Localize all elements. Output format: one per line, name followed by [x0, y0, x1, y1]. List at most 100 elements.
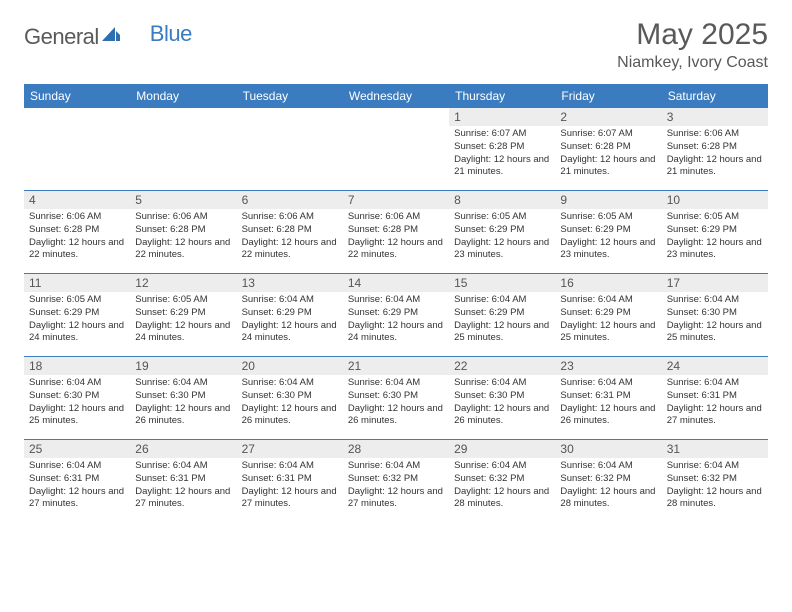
day-number: 5 [130, 191, 236, 209]
sunrise-text: Sunrise: 6:04 AM [29, 460, 125, 473]
day-info: Sunrise: 6:04 AMSunset: 6:31 PMDaylight:… [237, 458, 343, 515]
sunrise-text: Sunrise: 6:04 AM [454, 294, 550, 307]
day-info: Sunrise: 6:04 AMSunset: 6:29 PMDaylight:… [237, 292, 343, 349]
day-info: Sunrise: 6:06 AMSunset: 6:28 PMDaylight:… [343, 209, 449, 266]
day-info: Sunrise: 6:04 AMSunset: 6:31 PMDaylight:… [24, 458, 130, 515]
day-cell: 27Sunrise: 6:04 AMSunset: 6:31 PMDayligh… [237, 440, 343, 522]
day-info: Sunrise: 6:04 AMSunset: 6:30 PMDaylight:… [130, 375, 236, 432]
brand-word2: Blue [150, 21, 192, 47]
week-row: 11Sunrise: 6:05 AMSunset: 6:29 PMDayligh… [24, 273, 768, 356]
sunrise-text: Sunrise: 6:04 AM [667, 294, 763, 307]
sunset-text: Sunset: 6:32 PM [348, 473, 444, 486]
day-cell [343, 108, 449, 190]
brand-sail-icon [102, 25, 120, 46]
daylight-text: Daylight: 12 hours and 22 minutes. [242, 237, 338, 263]
daylight-text: Daylight: 12 hours and 24 minutes. [29, 320, 125, 346]
daylight-text: Daylight: 12 hours and 24 minutes. [348, 320, 444, 346]
daylight-text: Daylight: 12 hours and 28 minutes. [667, 486, 763, 512]
day-number: 28 [343, 440, 449, 458]
sunrise-text: Sunrise: 6:07 AM [560, 128, 656, 141]
sunrise-text: Sunrise: 6:06 AM [667, 128, 763, 141]
sunset-text: Sunset: 6:30 PM [667, 307, 763, 320]
sunrise-text: Sunrise: 6:04 AM [560, 460, 656, 473]
day-header-monday: Monday [130, 84, 236, 108]
day-info: Sunrise: 6:04 AMSunset: 6:29 PMDaylight:… [555, 292, 661, 349]
daylight-text: Daylight: 12 hours and 22 minutes. [29, 237, 125, 263]
day-cell: 13Sunrise: 6:04 AMSunset: 6:29 PMDayligh… [237, 274, 343, 356]
sunrise-text: Sunrise: 6:06 AM [29, 211, 125, 224]
day-cell: 31Sunrise: 6:04 AMSunset: 6:32 PMDayligh… [662, 440, 768, 522]
sunset-text: Sunset: 6:32 PM [454, 473, 550, 486]
daylight-text: Daylight: 12 hours and 26 minutes. [560, 403, 656, 429]
day-cell: 11Sunrise: 6:05 AMSunset: 6:29 PMDayligh… [24, 274, 130, 356]
sunrise-text: Sunrise: 6:04 AM [667, 377, 763, 390]
day-cell: 23Sunrise: 6:04 AMSunset: 6:31 PMDayligh… [555, 357, 661, 439]
day-number: 8 [449, 191, 555, 209]
daylight-text: Daylight: 12 hours and 27 minutes. [242, 486, 338, 512]
sunset-text: Sunset: 6:29 PM [454, 307, 550, 320]
sunset-text: Sunset: 6:28 PM [454, 141, 550, 154]
sunrise-text: Sunrise: 6:04 AM [667, 460, 763, 473]
daylight-text: Daylight: 12 hours and 27 minutes. [667, 403, 763, 429]
day-cell: 28Sunrise: 6:04 AMSunset: 6:32 PMDayligh… [343, 440, 449, 522]
day-cell: 1Sunrise: 6:07 AMSunset: 6:28 PMDaylight… [449, 108, 555, 190]
sunrise-text: Sunrise: 6:04 AM [242, 460, 338, 473]
day-number: 21 [343, 357, 449, 375]
day-info: Sunrise: 6:04 AMSunset: 6:30 PMDaylight:… [24, 375, 130, 432]
day-number: 27 [237, 440, 343, 458]
day-number: 23 [555, 357, 661, 375]
daylight-text: Daylight: 12 hours and 21 minutes. [560, 154, 656, 180]
sunrise-text: Sunrise: 6:04 AM [242, 294, 338, 307]
sunset-text: Sunset: 6:30 PM [242, 390, 338, 403]
day-header-thursday: Thursday [449, 84, 555, 108]
daylight-text: Daylight: 12 hours and 26 minutes. [242, 403, 338, 429]
sunrise-text: Sunrise: 6:06 AM [348, 211, 444, 224]
daylight-text: Daylight: 12 hours and 23 minutes. [560, 237, 656, 263]
day-number: 14 [343, 274, 449, 292]
day-cell: 4Sunrise: 6:06 AMSunset: 6:28 PMDaylight… [24, 191, 130, 273]
day-cell: 8Sunrise: 6:05 AMSunset: 6:29 PMDaylight… [449, 191, 555, 273]
daylight-text: Daylight: 12 hours and 22 minutes. [348, 237, 444, 263]
day-cell: 21Sunrise: 6:04 AMSunset: 6:30 PMDayligh… [343, 357, 449, 439]
day-info: Sunrise: 6:04 AMSunset: 6:32 PMDaylight:… [449, 458, 555, 515]
day-number: 30 [555, 440, 661, 458]
day-number: 19 [130, 357, 236, 375]
sunset-text: Sunset: 6:30 PM [348, 390, 444, 403]
day-number: 29 [449, 440, 555, 458]
day-number: 26 [130, 440, 236, 458]
sunset-text: Sunset: 6:31 PM [135, 473, 231, 486]
day-number: 18 [24, 357, 130, 375]
sunrise-text: Sunrise: 6:07 AM [454, 128, 550, 141]
day-info: Sunrise: 6:04 AMSunset: 6:31 PMDaylight:… [555, 375, 661, 432]
day-header-friday: Friday [555, 84, 661, 108]
sunset-text: Sunset: 6:29 PM [29, 307, 125, 320]
daylight-text: Daylight: 12 hours and 25 minutes. [560, 320, 656, 346]
day-number: 13 [237, 274, 343, 292]
sunrise-text: Sunrise: 6:04 AM [348, 377, 444, 390]
day-info: Sunrise: 6:05 AMSunset: 6:29 PMDaylight:… [662, 209, 768, 266]
day-number: 4 [24, 191, 130, 209]
daylight-text: Daylight: 12 hours and 27 minutes. [29, 486, 125, 512]
day-info: Sunrise: 6:04 AMSunset: 6:32 PMDaylight:… [662, 458, 768, 515]
day-info: Sunrise: 6:04 AMSunset: 6:29 PMDaylight:… [449, 292, 555, 349]
day-cell [237, 108, 343, 190]
sunrise-text: Sunrise: 6:04 AM [454, 377, 550, 390]
day-number: 3 [662, 108, 768, 126]
sunrise-text: Sunrise: 6:04 AM [560, 294, 656, 307]
sunset-text: Sunset: 6:31 PM [29, 473, 125, 486]
day-info: Sunrise: 6:04 AMSunset: 6:32 PMDaylight:… [343, 458, 449, 515]
daylight-text: Daylight: 12 hours and 25 minutes. [667, 320, 763, 346]
day-cell: 19Sunrise: 6:04 AMSunset: 6:30 PMDayligh… [130, 357, 236, 439]
day-cell: 15Sunrise: 6:04 AMSunset: 6:29 PMDayligh… [449, 274, 555, 356]
daylight-text: Daylight: 12 hours and 26 minutes. [348, 403, 444, 429]
week-row: 18Sunrise: 6:04 AMSunset: 6:30 PMDayligh… [24, 356, 768, 439]
day-cell: 3Sunrise: 6:06 AMSunset: 6:28 PMDaylight… [662, 108, 768, 190]
day-cell: 5Sunrise: 6:06 AMSunset: 6:28 PMDaylight… [130, 191, 236, 273]
day-info: Sunrise: 6:04 AMSunset: 6:30 PMDaylight:… [343, 375, 449, 432]
sunset-text: Sunset: 6:31 PM [560, 390, 656, 403]
daylight-text: Daylight: 12 hours and 21 minutes. [667, 154, 763, 180]
day-cell: 12Sunrise: 6:05 AMSunset: 6:29 PMDayligh… [130, 274, 236, 356]
day-cell: 20Sunrise: 6:04 AMSunset: 6:30 PMDayligh… [237, 357, 343, 439]
sunrise-text: Sunrise: 6:04 AM [454, 460, 550, 473]
day-header-saturday: Saturday [662, 84, 768, 108]
